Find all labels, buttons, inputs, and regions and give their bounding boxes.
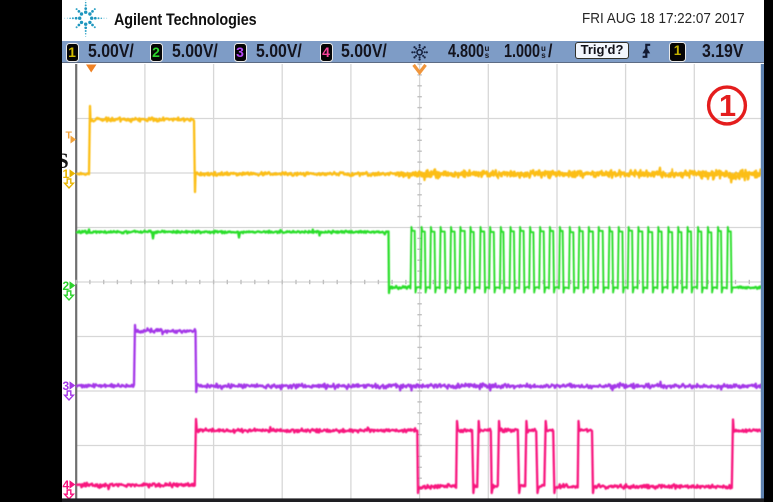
svg-text:3: 3 bbox=[63, 379, 70, 393]
svg-text:2: 2 bbox=[63, 279, 70, 293]
svg-text:1: 1 bbox=[719, 88, 736, 123]
svg-text:4: 4 bbox=[63, 478, 70, 492]
svg-text:1: 1 bbox=[63, 167, 70, 181]
svg-text:T: T bbox=[66, 130, 73, 142]
